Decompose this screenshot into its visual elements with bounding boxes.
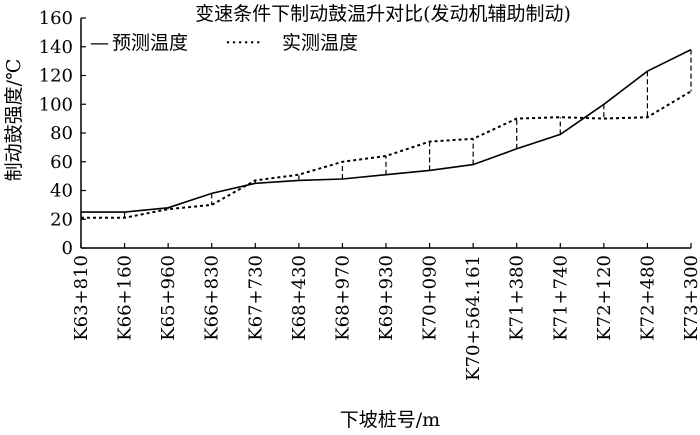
difference-connectors xyxy=(80,49,692,218)
legend-marker-predicted: — xyxy=(90,32,109,54)
x-tick-label: K63+810 xyxy=(71,255,92,341)
x-tick-label: K72+120 xyxy=(594,255,615,341)
x-tick-label: K70+564.161 xyxy=(463,255,484,381)
y-tick-label: 40 xyxy=(50,181,73,202)
x-tick-label: K66+830 xyxy=(202,255,223,341)
x-tick-label: K73+300 xyxy=(681,255,700,341)
y-tick-label: 60 xyxy=(50,152,73,173)
y-tick-label: 160 xyxy=(39,8,73,29)
x-tick-label: K66+160 xyxy=(115,255,136,341)
x-axis-label: 下坡桩号/m xyxy=(340,409,440,431)
y-tick-label: 120 xyxy=(39,66,73,87)
legend: — 预测温度 ······ 实测温度 xyxy=(90,32,358,54)
x-tick-label: K69+930 xyxy=(376,255,397,341)
x-tick-label: K68+430 xyxy=(289,255,310,341)
chart-title: 变速条件下制动鼓温升对比(发动机辅助制动) xyxy=(195,3,571,25)
x-tick-label: K65+960 xyxy=(158,255,179,341)
x-tick-label: K71+740 xyxy=(550,255,571,341)
y-tick-label: 140 xyxy=(39,37,73,58)
x-tick-label: K72+480 xyxy=(637,255,658,341)
axes: 0 20 40 60 80 100 120 140 160 K63+810 K66+160 K65+9… xyxy=(39,8,700,381)
x-tick-label: K71+380 xyxy=(507,255,528,341)
y-tick-label: 0 xyxy=(62,238,73,259)
series-line-predicted xyxy=(81,48,692,213)
legend-marker-measured: ······ xyxy=(225,32,261,54)
legend-label-measured: 实测温度 xyxy=(282,32,358,54)
y-tick-label: 100 xyxy=(39,94,73,115)
x-tick-label: K68+970 xyxy=(332,255,353,341)
x-tick-label: K67+730 xyxy=(245,255,266,341)
series-line-measured xyxy=(81,90,692,219)
series-lines xyxy=(81,48,692,219)
legend-label-predicted: 预测温度 xyxy=(112,32,188,54)
y-axis-label: 制动鼓强度/℃ xyxy=(3,59,25,182)
x-tick-label: K70+090 xyxy=(420,255,441,341)
y-tick-label: 20 xyxy=(50,209,73,230)
y-tick-label: 80 xyxy=(50,123,73,144)
